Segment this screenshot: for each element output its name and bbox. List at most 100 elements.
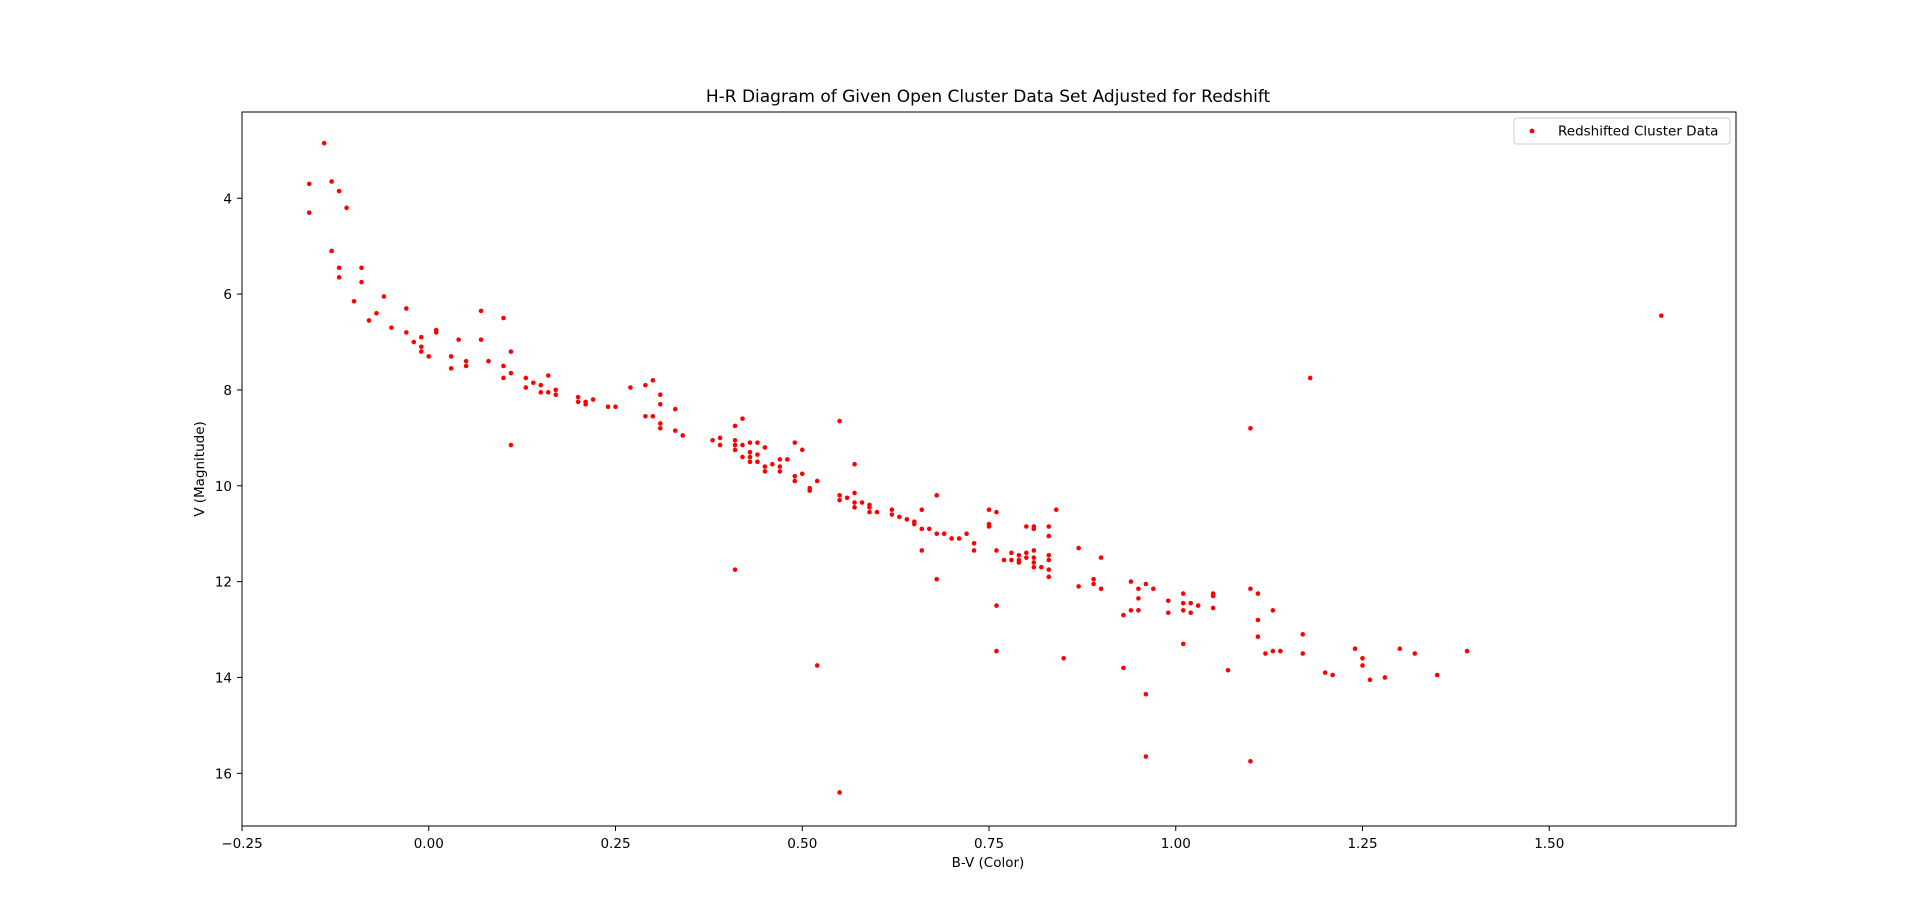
data-point xyxy=(359,279,364,285)
y-axis-ticks: 4 6 8 10 12 14 16 xyxy=(215,191,242,782)
data-point xyxy=(732,447,738,453)
data-point xyxy=(672,428,678,433)
data-point xyxy=(956,536,962,541)
x-tick-label: 1.25 xyxy=(1347,836,1377,852)
data-point xyxy=(949,536,954,541)
data-point xyxy=(545,390,551,395)
data-point xyxy=(919,526,925,532)
data-point xyxy=(889,507,895,513)
data-point xyxy=(807,488,813,493)
data-point xyxy=(1248,759,1253,764)
data-point xyxy=(732,442,738,448)
data-point xyxy=(590,397,596,402)
y-tick-label: 10 xyxy=(215,479,232,495)
data-point xyxy=(1195,603,1201,608)
data-point xyxy=(792,473,798,479)
data-point xyxy=(785,457,790,462)
data-point xyxy=(1076,545,1081,551)
data-point xyxy=(583,402,588,407)
data-point xyxy=(1165,610,1171,616)
data-point xyxy=(1143,691,1149,697)
data-point xyxy=(306,181,312,187)
data-point xyxy=(799,447,805,453)
data-point xyxy=(1121,612,1126,618)
data-point xyxy=(1024,555,1029,560)
data-point xyxy=(747,454,753,460)
data-point xyxy=(919,548,925,553)
data-point xyxy=(448,354,454,359)
data-point xyxy=(1352,646,1358,651)
data-point xyxy=(672,406,678,412)
data-point xyxy=(1031,548,1037,553)
y-tick-label: 8 xyxy=(223,383,232,399)
data-point xyxy=(889,512,895,517)
data-point xyxy=(1076,584,1081,589)
data-point xyxy=(852,500,857,505)
data-point xyxy=(837,790,842,795)
data-point xyxy=(852,490,857,496)
data-point xyxy=(1188,610,1193,616)
x-tick-label: 1.00 xyxy=(1161,836,1191,852)
data-point xyxy=(658,402,663,407)
data-point xyxy=(650,378,656,383)
data-point xyxy=(867,505,872,510)
data-point xyxy=(1210,605,1216,611)
data-point xyxy=(986,507,992,513)
data-point xyxy=(1464,648,1470,654)
data-point xyxy=(867,509,872,515)
data-point xyxy=(777,457,783,462)
data-point xyxy=(336,265,342,271)
y-tick-label: 6 xyxy=(223,287,232,303)
data-point xyxy=(1046,567,1052,572)
data-point xyxy=(1322,670,1328,675)
data-point xyxy=(628,385,633,390)
data-point xyxy=(732,567,738,572)
data-point xyxy=(1255,634,1261,640)
data-point xyxy=(1255,617,1261,623)
data-point xyxy=(1061,655,1066,661)
legend-entry-label: Redshifted Cluster Data xyxy=(1558,124,1718,140)
data-point xyxy=(874,509,880,515)
data-point xyxy=(1031,555,1037,560)
data-point xyxy=(613,404,618,410)
data-point xyxy=(575,399,581,405)
data-point xyxy=(1165,598,1171,604)
data-point xyxy=(934,531,940,536)
data-point xyxy=(1098,586,1104,592)
data-point xyxy=(605,404,611,410)
data-point xyxy=(1180,600,1186,606)
data-point xyxy=(658,425,663,431)
data-point xyxy=(366,318,372,323)
data-point xyxy=(1046,552,1052,558)
data-point xyxy=(747,449,753,455)
chart-title: H-R Diagram of Given Open Cluster Data S… xyxy=(706,87,1271,107)
data-point xyxy=(1031,564,1037,570)
data-point xyxy=(762,464,768,469)
data-point xyxy=(404,306,409,311)
data-point xyxy=(1024,524,1029,529)
data-point xyxy=(792,440,798,445)
data-point xyxy=(321,140,327,146)
data-point xyxy=(508,442,514,448)
data-point xyxy=(762,445,768,450)
data-point xyxy=(1300,632,1306,637)
x-tick-label: 0.25 xyxy=(600,836,630,852)
data-point xyxy=(575,394,581,400)
data-point xyxy=(650,413,656,419)
data-point xyxy=(919,507,925,513)
y-tick-label: 12 xyxy=(215,575,232,591)
scatter-points xyxy=(306,140,1664,795)
data-point xyxy=(329,248,334,254)
data-point xyxy=(837,497,842,503)
data-point xyxy=(904,517,910,522)
data-point xyxy=(926,526,932,532)
data-point xyxy=(329,179,334,184)
data-point xyxy=(463,358,469,364)
data-point xyxy=(732,437,738,443)
data-point xyxy=(852,505,857,510)
data-point xyxy=(897,514,902,520)
data-point xyxy=(1278,648,1283,654)
data-point xyxy=(1397,646,1403,651)
data-point xyxy=(418,344,424,350)
legend: Redshifted Cluster Data xyxy=(1513,117,1731,145)
